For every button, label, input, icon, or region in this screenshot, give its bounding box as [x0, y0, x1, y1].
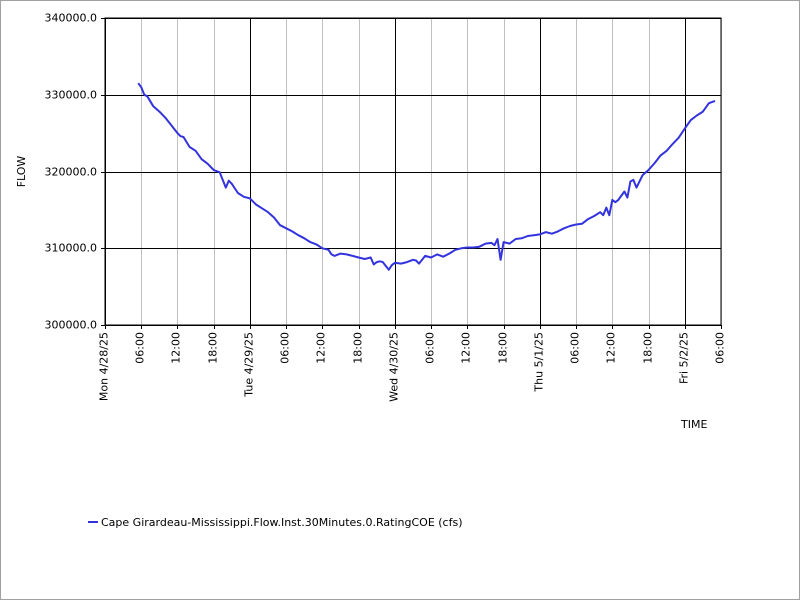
x-tick-label: Wed 4/30/25 — [388, 332, 401, 402]
y-axis-ticks: 300000.0 310000.0 320000.0 330000.0 340000.0 — [45, 12, 105, 332]
x-tick-label: 06:00 — [134, 332, 147, 364]
y-tick-label: 310000.0 — [45, 242, 98, 255]
x-tick-label: Thu 5/1/25 — [533, 332, 546, 393]
y-tick-label: 320000.0 — [45, 166, 98, 179]
x-tick-label: Tue 4/29/25 — [243, 332, 256, 398]
y-axis-label: FLOW — [15, 156, 28, 188]
x-tick-label: 12:00 — [605, 332, 618, 364]
x-tick-label: Mon 4/28/25 — [98, 332, 111, 401]
y-tick-label: 300000.0 — [45, 319, 98, 332]
x-tick-label: 18:00 — [642, 332, 655, 364]
x-axis-ticks: Mon 4/28/25 06:00 12:00 18:00 Tue 4/29/25 06:… — [98, 325, 727, 402]
x-tick-label: 18:00 — [207, 332, 220, 364]
legend: Cape Girardeau-Mississippi.Flow.Inst.30M… — [88, 514, 463, 530]
x-tick-label: 12:00 — [460, 332, 473, 364]
y-tick-label: 340000.0 — [45, 12, 98, 25]
y-tick-label: 330000.0 — [45, 89, 98, 102]
plot-area — [104, 17, 722, 326]
x-axis-label: TIME — [680, 418, 707, 431]
x-tick-label: 18:00 — [497, 332, 510, 364]
flow-series-line — [137, 82, 716, 271]
x-tick-label: 06:00 — [714, 332, 727, 364]
legend-label: Cape Girardeau-Mississippi.Flow.Inst.30M… — [101, 515, 463, 529]
x-tick-label: 18:00 — [352, 332, 365, 364]
x-tick-label: 06:00 — [569, 332, 582, 364]
x-tick-label: 12:00 — [170, 332, 183, 364]
legend-swatch — [88, 521, 98, 523]
x-tick-label: Fri 5/2/25 — [678, 332, 691, 384]
series-lines — [137, 82, 716, 271]
x-tick-label: 12:00 — [315, 332, 328, 364]
x-tick-label: 06:00 — [424, 332, 437, 364]
grid-lines — [105, 18, 722, 326]
x-tick-label: 06:00 — [279, 332, 292, 364]
